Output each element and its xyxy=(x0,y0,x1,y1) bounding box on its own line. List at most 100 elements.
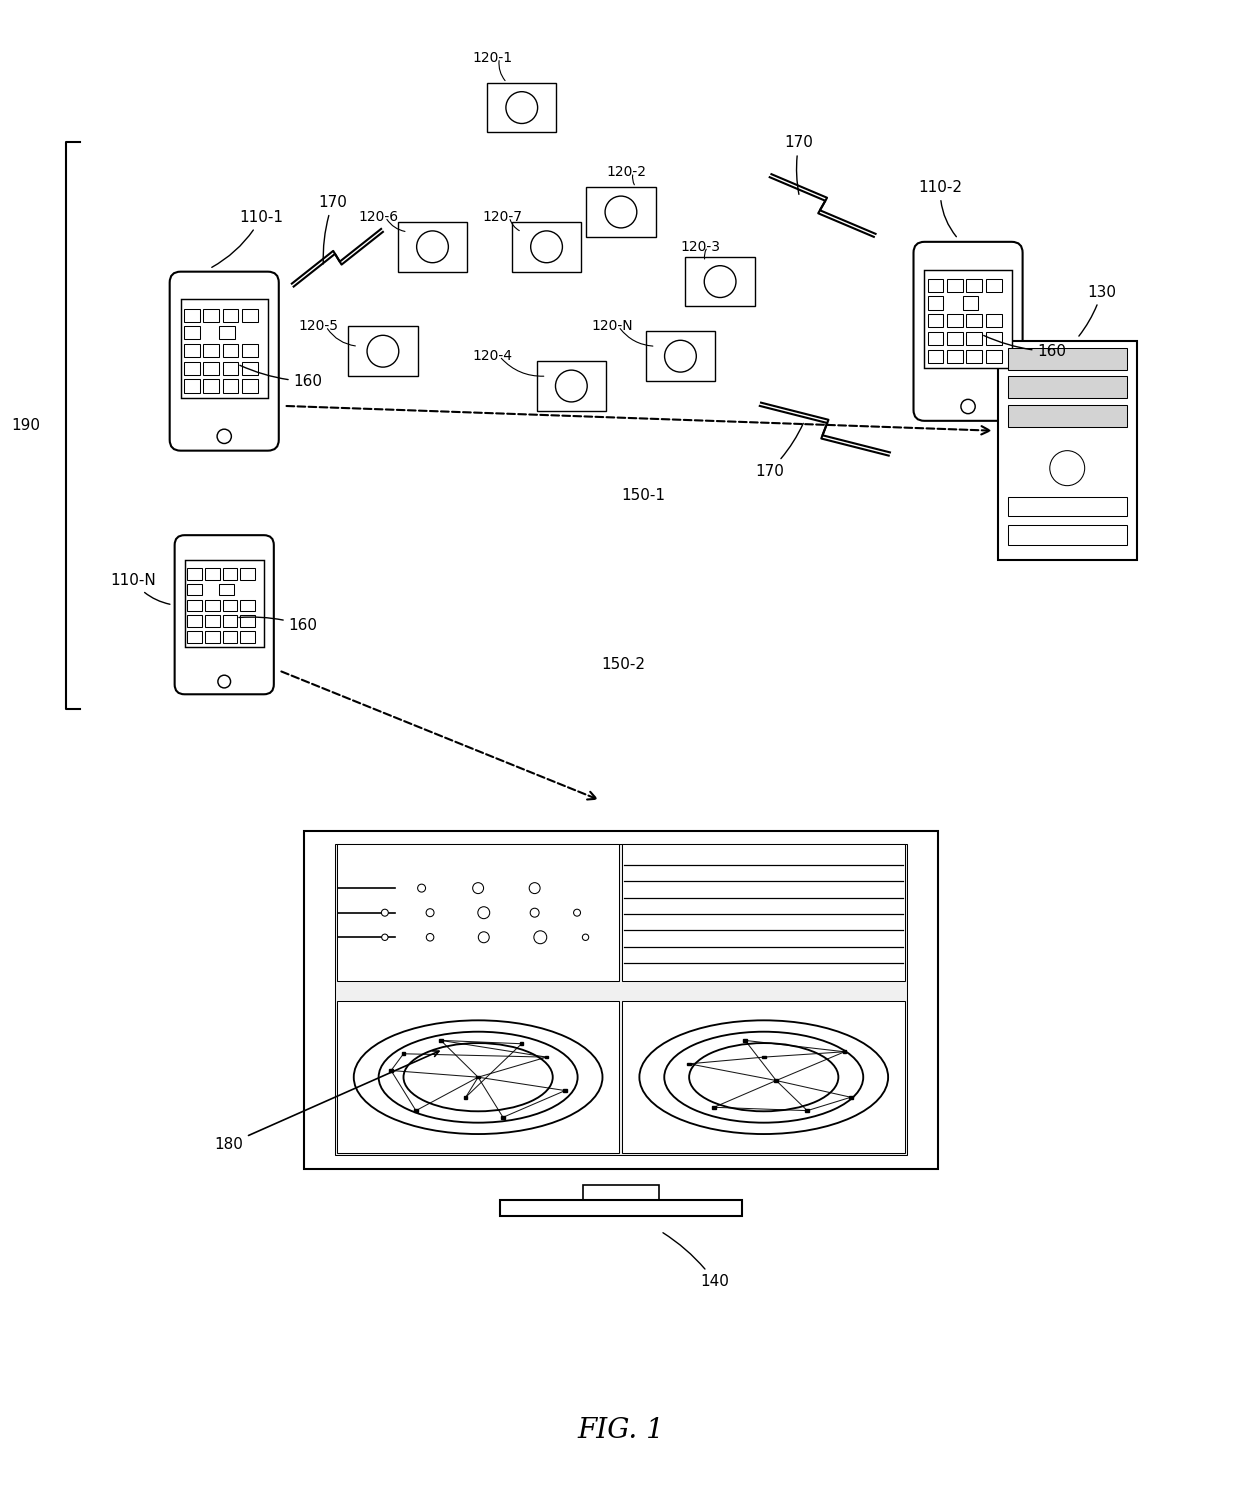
Bar xyxy=(439,1039,443,1042)
Bar xyxy=(187,615,202,627)
Bar xyxy=(966,314,982,328)
Circle shape xyxy=(367,335,399,368)
Bar xyxy=(222,362,238,375)
Bar xyxy=(203,308,219,322)
Bar xyxy=(389,1069,393,1072)
Bar xyxy=(928,350,944,363)
Bar xyxy=(986,278,1002,292)
Bar xyxy=(205,567,219,579)
Bar xyxy=(222,380,238,393)
Circle shape xyxy=(574,910,580,916)
FancyBboxPatch shape xyxy=(175,535,274,694)
Bar xyxy=(775,1080,777,1083)
Bar xyxy=(184,362,200,375)
Bar xyxy=(537,362,606,411)
Text: 120-7: 120-7 xyxy=(482,210,522,223)
Circle shape xyxy=(1050,451,1085,485)
Bar xyxy=(563,1090,567,1091)
Bar xyxy=(187,584,202,596)
Text: 160: 160 xyxy=(983,335,1066,359)
Bar xyxy=(966,332,982,345)
Bar xyxy=(947,332,962,345)
Bar xyxy=(205,600,219,610)
Circle shape xyxy=(427,934,434,941)
Text: 130: 130 xyxy=(1079,284,1116,337)
Circle shape xyxy=(477,907,490,919)
Circle shape xyxy=(427,908,434,917)
Circle shape xyxy=(217,429,232,444)
Bar xyxy=(184,308,200,322)
Bar xyxy=(203,362,219,375)
Text: 170: 170 xyxy=(785,135,813,195)
Bar xyxy=(712,1106,715,1109)
Bar xyxy=(1008,497,1127,517)
Text: 120-2: 120-2 xyxy=(606,165,646,179)
Bar xyxy=(1008,405,1127,426)
Text: 120-5: 120-5 xyxy=(299,319,339,334)
Bar xyxy=(348,326,418,377)
Circle shape xyxy=(479,932,490,943)
Circle shape xyxy=(704,265,737,298)
Circle shape xyxy=(218,675,231,688)
Bar xyxy=(241,600,254,610)
Bar xyxy=(966,350,982,363)
FancyBboxPatch shape xyxy=(914,241,1023,421)
Circle shape xyxy=(556,371,588,402)
Bar xyxy=(242,362,258,375)
Bar xyxy=(242,308,258,322)
Text: 120-3: 120-3 xyxy=(681,240,720,253)
Bar xyxy=(998,341,1137,560)
Bar xyxy=(181,299,268,398)
Circle shape xyxy=(529,883,541,893)
Bar xyxy=(686,256,755,307)
Text: 150-2: 150-2 xyxy=(601,657,645,672)
Bar xyxy=(184,344,200,357)
Bar xyxy=(622,1001,905,1152)
Text: 170: 170 xyxy=(319,195,347,264)
Circle shape xyxy=(506,92,538,124)
Bar xyxy=(587,188,656,237)
Bar xyxy=(304,831,939,1169)
Bar xyxy=(241,567,254,579)
Circle shape xyxy=(418,884,425,892)
Bar xyxy=(947,350,962,363)
Circle shape xyxy=(472,883,484,893)
Bar xyxy=(986,350,1002,363)
Text: 160: 160 xyxy=(239,616,317,633)
Bar xyxy=(337,1001,620,1152)
Bar xyxy=(1008,348,1127,369)
Bar xyxy=(986,332,1002,345)
Text: 170: 170 xyxy=(755,423,804,478)
Text: 120-1: 120-1 xyxy=(472,51,512,66)
Bar xyxy=(1008,526,1127,545)
Bar xyxy=(487,83,557,133)
Text: 110-2: 110-2 xyxy=(919,180,962,237)
Bar xyxy=(501,1117,505,1118)
Circle shape xyxy=(382,934,388,941)
Bar xyxy=(583,1185,658,1217)
Bar xyxy=(187,600,202,610)
Circle shape xyxy=(382,910,388,916)
Bar xyxy=(966,278,982,292)
Text: 120-6: 120-6 xyxy=(358,210,398,223)
Bar xyxy=(924,270,1012,368)
Bar xyxy=(1008,377,1127,398)
Circle shape xyxy=(531,908,539,917)
Bar xyxy=(184,380,200,393)
Circle shape xyxy=(665,341,697,372)
Bar xyxy=(414,1109,418,1112)
Circle shape xyxy=(417,231,449,262)
Circle shape xyxy=(534,931,547,944)
Bar xyxy=(646,332,715,381)
Bar xyxy=(402,1053,405,1056)
Bar xyxy=(222,308,238,322)
Bar xyxy=(223,600,237,610)
Circle shape xyxy=(583,934,589,941)
Bar xyxy=(962,296,978,310)
Text: 120-N: 120-N xyxy=(591,319,632,334)
Circle shape xyxy=(531,231,563,262)
Text: 110-N: 110-N xyxy=(110,573,170,605)
Bar xyxy=(242,380,258,393)
Bar xyxy=(218,326,234,339)
Text: 140: 140 xyxy=(663,1233,729,1289)
